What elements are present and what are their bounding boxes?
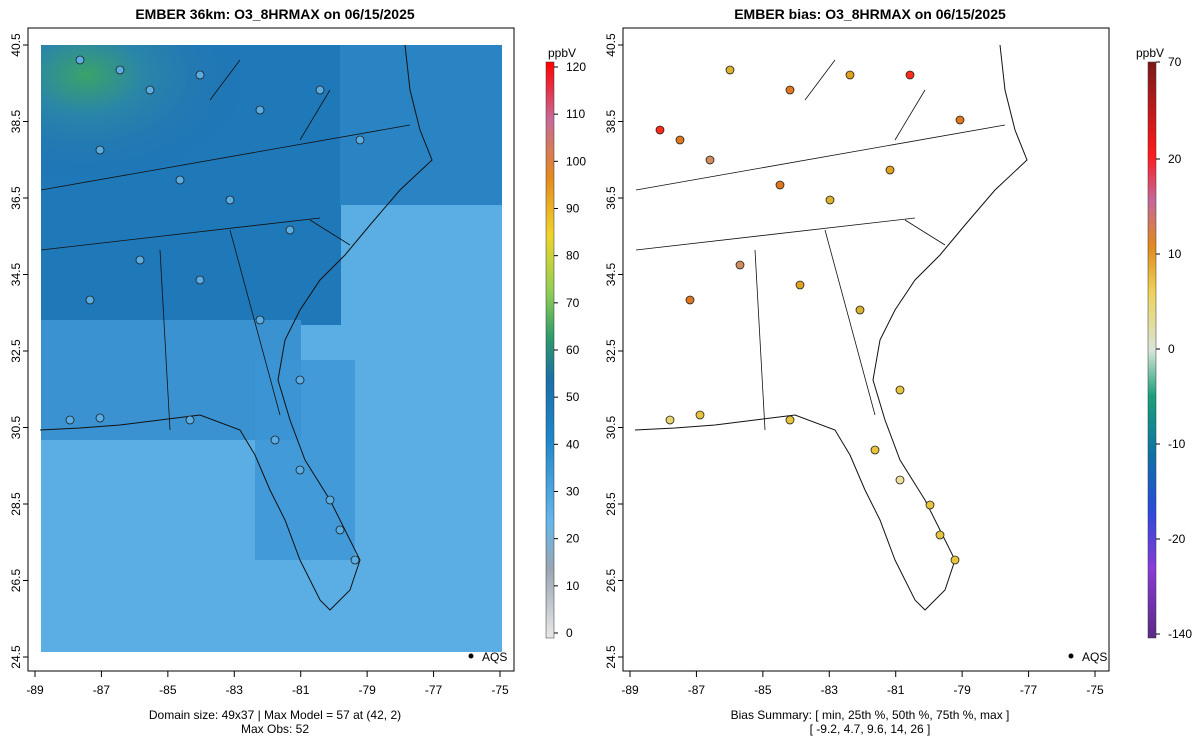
model-field-northeast: [340, 45, 502, 205]
left-y-axis: 24.5 26.5 28.5 30.5 32.5 34.5 36.5 38.5 40.5: [9, 33, 28, 669]
aqs-legend-marker-right: [1068, 653, 1074, 659]
left-colorbar-ticks: 0 10 20 30 40 50 60 70 80 90 100 110 120: [554, 60, 586, 640]
right-y-axis: 24.5 26.5 28.5 30.5 32.5 34.5 36.5 38.5 40.5: [604, 33, 623, 669]
aqs-legend-label: AQS: [482, 650, 507, 664]
colorbar-tick-label: 40: [566, 437, 580, 451]
colorbar-tick-label: 90: [566, 202, 580, 216]
y-tick-label: 34.5: [9, 262, 23, 286]
right-panel-title: EMBER bias: O3_8HRMAX on 06/15/2025: [734, 6, 1006, 22]
y-tick-label: 24.5: [9, 645, 23, 669]
left-panel-title: EMBER 36km: O3_8HRMAX on 06/15/2025: [135, 6, 415, 22]
left-colorbar: [545, 61, 555, 639]
x-tick-label: -75: [491, 683, 509, 697]
right-plot-frame: [622, 27, 1110, 672]
colorbar-tick-label: 110: [566, 107, 585, 121]
left-legend-unit: ppbV: [548, 46, 576, 60]
right-legend-unit: ppbV: [1136, 46, 1164, 60]
right-footer-line2: [ -9.2, 4.7, 9.6, 14, 26 ]: [809, 722, 931, 736]
left-x-axis: -89 -87 -85 -83 -81 -79 -77 -75: [26, 671, 509, 697]
x-tick-label: -81: [292, 683, 310, 697]
colorbar-tick-label: 20: [566, 532, 580, 546]
colorbar-tick-label: -140: [1168, 627, 1192, 641]
colorbar-tick-label: 80: [566, 249, 580, 263]
x-tick-label: -79: [358, 683, 376, 697]
y-tick-label: 28.5: [604, 492, 618, 516]
left-footer-line2: Max Obs: 52: [240, 722, 310, 736]
y-tick-label: 32.5: [9, 339, 23, 363]
x-tick-label: -87: [93, 683, 111, 697]
coastline-right: [634, 44, 1028, 611]
y-tick-label: 32.5: [604, 339, 618, 363]
y-tick-label: 34.5: [604, 262, 618, 286]
y-tick-label: 38.5: [604, 109, 618, 133]
colorbar-tick-label: -10: [1168, 437, 1186, 451]
aqs-legend-label-right: AQS: [1082, 650, 1107, 664]
x-tick-label: -77: [425, 683, 443, 697]
colorbar-tick-label: 70: [1168, 55, 1182, 69]
right-colorbar: [1147, 61, 1157, 639]
colorbar-tick-label: 0: [566, 626, 573, 640]
colorbar-tick-label: 50: [566, 390, 580, 404]
right-x-axis: -89 -87 -85 -83 -81 -79 -77 -75: [621, 671, 1104, 697]
y-tick-label: 38.5: [9, 109, 23, 133]
coastline: [39, 44, 433, 611]
x-tick-label: -89: [621, 683, 639, 697]
y-tick-label: 24.5: [604, 645, 618, 669]
bias-observation-points: [655, 65, 965, 565]
x-tick-label: -89: [26, 683, 44, 697]
colorbar-tick-label: 120: [566, 60, 586, 74]
x-tick-label: -83: [226, 683, 244, 697]
x-tick-label: -79: [953, 683, 971, 697]
y-tick-label: 30.5: [9, 415, 23, 439]
x-tick-label: -85: [754, 683, 772, 697]
y-tick-label: 30.5: [604, 415, 618, 439]
aqs-observation-points: [65, 55, 365, 565]
state-borders: [40, 59, 411, 431]
colorbar-tick-label: 60: [566, 343, 580, 357]
y-tick-label: 36.5: [604, 186, 618, 210]
y-tick-label: 28.5: [9, 492, 23, 516]
x-tick-label: -81: [887, 683, 905, 697]
aqs-legend-marker: [468, 653, 474, 659]
state-borders-right: [635, 59, 1006, 431]
x-tick-label: -77: [1020, 683, 1038, 697]
colorbar-tick-label: 100: [566, 154, 586, 168]
model-field-ozone-peak: [41, 45, 341, 245]
x-tick-label: -75: [1086, 683, 1104, 697]
x-tick-label: -87: [688, 683, 706, 697]
x-tick-label: -85: [159, 683, 177, 697]
y-tick-label: 26.5: [604, 568, 618, 592]
colorbar-tick-label: 20: [1168, 152, 1182, 166]
colorbar-tick-label: 70: [566, 296, 580, 310]
colorbar-tick-label: 0: [1168, 342, 1175, 356]
right-colorbar-ticks: -140 -20 -10 0 10 20 70: [1156, 55, 1192, 641]
colorbar-tick-label: 10: [1168, 247, 1182, 261]
colorbar-tick-label: -20: [1168, 532, 1186, 546]
left-footer-line1: Domain size: 49x37 | Max Model = 57 at (…: [148, 708, 402, 722]
colorbar-tick-label: 10: [566, 579, 580, 593]
y-tick-label: 36.5: [9, 186, 23, 210]
y-tick-label: 26.5: [9, 568, 23, 592]
y-tick-label: 40.5: [9, 33, 23, 57]
right-map: AQS 24.5 26.5 28.5 30.5 32.5 34.5 36.5 38.5 40.5…: [604, 27, 1192, 697]
colorbar-tick-label: 30: [566, 485, 580, 499]
y-tick-label: 40.5: [604, 33, 618, 57]
x-tick-label: -83: [821, 683, 839, 697]
right-footer-line1: Bias Summary: [ min, 25th %, 50th %, 75t…: [730, 708, 1010, 722]
left-map: AQS 24.5 26.5 28.5 30.5 32.5 34.5 36.5 38.5 40.5…: [9, 27, 586, 697]
